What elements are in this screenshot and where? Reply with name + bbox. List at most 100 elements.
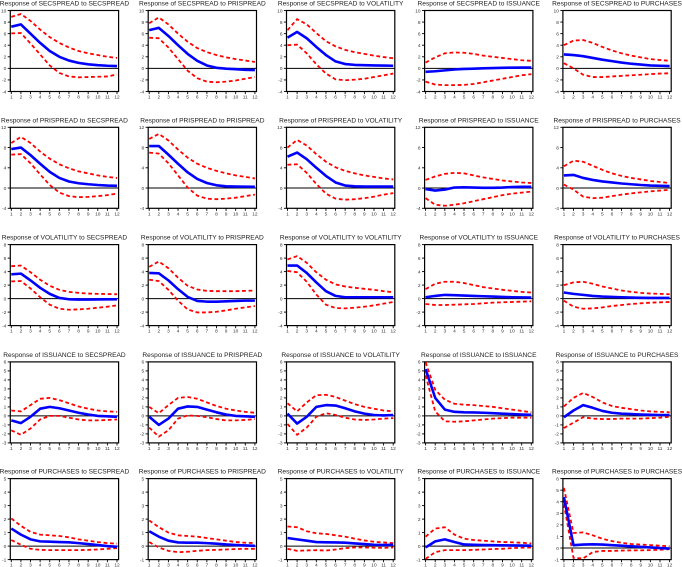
- svg-text:-4: -4: [416, 323, 421, 329]
- svg-text:10: 10: [233, 329, 239, 335]
- svg-text:8: 8: [77, 211, 80, 217]
- svg-text:3: 3: [280, 503, 283, 509]
- svg-text:4: 4: [418, 378, 421, 384]
- svg-text:7: 7: [68, 211, 71, 217]
- svg-text:6: 6: [611, 446, 614, 452]
- svg-text:2: 2: [142, 517, 145, 523]
- svg-text:0: 0: [142, 66, 145, 72]
- svg-text:6: 6: [472, 446, 475, 452]
- svg-text:-4: -4: [555, 206, 560, 212]
- svg-text:-2: -2: [140, 310, 145, 316]
- svg-text:8: 8: [353, 563, 356, 567]
- svg-text:4: 4: [453, 563, 456, 567]
- svg-text:4: 4: [453, 329, 456, 335]
- svg-text:12: 12: [529, 95, 535, 101]
- svg-text:9: 9: [87, 446, 90, 452]
- svg-text:5: 5: [142, 476, 145, 482]
- svg-text:0: 0: [4, 296, 7, 302]
- svg-text:0: 0: [418, 544, 421, 550]
- svg-text:4: 4: [315, 211, 318, 217]
- svg-text:4: 4: [142, 43, 145, 49]
- svg-text:4: 4: [591, 446, 594, 452]
- svg-text:7: 7: [482, 95, 485, 101]
- svg-text:8: 8: [492, 446, 495, 452]
- svg-text:7: 7: [344, 95, 347, 101]
- svg-text:7: 7: [68, 446, 71, 452]
- svg-text:8: 8: [630, 95, 633, 101]
- svg-text:7: 7: [344, 563, 347, 567]
- svg-text:3: 3: [305, 446, 308, 452]
- svg-text:8: 8: [77, 329, 80, 335]
- svg-text:2: 2: [157, 211, 160, 217]
- svg-text:1: 1: [148, 211, 151, 217]
- svg-text:1: 1: [424, 563, 427, 567]
- svg-text:5: 5: [48, 211, 51, 217]
- svg-text:1: 1: [148, 563, 151, 567]
- svg-text:0: 0: [418, 296, 421, 302]
- svg-text:11: 11: [519, 95, 524, 101]
- svg-text:1: 1: [10, 211, 13, 217]
- svg-text:6: 6: [611, 95, 614, 101]
- svg-text:1: 1: [424, 446, 427, 452]
- svg-text:12: 12: [391, 95, 397, 101]
- svg-text:2: 2: [280, 55, 283, 61]
- svg-text:4: 4: [4, 490, 7, 496]
- svg-text:8: 8: [215, 446, 218, 452]
- svg-text:1: 1: [424, 329, 427, 335]
- svg-text:2: 2: [556, 55, 559, 61]
- svg-text:11: 11: [657, 95, 662, 101]
- svg-text:5: 5: [325, 446, 328, 452]
- svg-text:Response of ISSUANCE to PRISPR: Response of ISSUANCE to PRISPREAD: [142, 352, 262, 359]
- svg-text:5: 5: [601, 563, 604, 567]
- svg-text:1: 1: [148, 446, 151, 452]
- svg-text:1: 1: [563, 95, 566, 101]
- svg-text:10: 10: [648, 95, 654, 101]
- svg-text:1: 1: [563, 211, 566, 217]
- svg-text:5: 5: [4, 476, 7, 482]
- svg-text:8: 8: [492, 563, 495, 567]
- svg-text:0: 0: [418, 66, 421, 72]
- svg-text:Response of VOLATILITY to PRIS: Response of VOLATILITY to PRISPREAD: [141, 235, 264, 242]
- svg-text:1: 1: [563, 329, 566, 335]
- svg-text:Response of PRISPREAD to ISSUA: Response of PRISPREAD to ISSUANCE: [419, 117, 539, 124]
- svg-text:12: 12: [667, 95, 673, 101]
- svg-text:Response of PRISPREAD to PRISP: Response of PRISPREAD to PRISPREAD: [140, 117, 264, 124]
- svg-text:2: 2: [142, 55, 145, 61]
- svg-text:4: 4: [39, 211, 42, 217]
- svg-text:3: 3: [582, 446, 585, 452]
- svg-text:5: 5: [186, 329, 189, 335]
- svg-text:2: 2: [20, 446, 23, 452]
- svg-text:11: 11: [105, 211, 110, 217]
- svg-text:10: 10: [95, 329, 101, 335]
- svg-text:2: 2: [418, 517, 421, 523]
- svg-text:10: 10: [95, 446, 101, 452]
- svg-text:6: 6: [472, 563, 475, 567]
- svg-text:3: 3: [142, 503, 145, 509]
- svg-text:5: 5: [48, 95, 51, 101]
- svg-text:3: 3: [29, 329, 32, 335]
- svg-text:5: 5: [142, 369, 145, 375]
- svg-text:7: 7: [482, 211, 485, 217]
- svg-text:9: 9: [87, 329, 90, 335]
- svg-text:3: 3: [556, 511, 559, 517]
- svg-text:3: 3: [167, 446, 170, 452]
- svg-text:3: 3: [29, 563, 32, 567]
- svg-text:9: 9: [225, 446, 228, 452]
- svg-text:7: 7: [344, 446, 347, 452]
- svg-text:1: 1: [148, 95, 151, 101]
- svg-text:4: 4: [556, 500, 559, 506]
- svg-text:3: 3: [167, 563, 170, 567]
- svg-text:4: 4: [4, 166, 7, 172]
- svg-text:7: 7: [206, 563, 209, 567]
- svg-text:5: 5: [325, 95, 328, 101]
- svg-text:Response of SECSPREAD to VOLAT: Response of SECSPREAD to VOLATILITY: [278, 1, 404, 8]
- svg-text:10: 10: [371, 211, 377, 217]
- svg-text:0: 0: [556, 414, 559, 420]
- svg-text:4: 4: [280, 43, 283, 49]
- svg-text:-4: -4: [140, 323, 145, 329]
- svg-text:8: 8: [4, 145, 7, 151]
- svg-text:9: 9: [225, 95, 228, 101]
- svg-text:4: 4: [315, 563, 318, 567]
- svg-text:9: 9: [639, 329, 642, 335]
- svg-text:2: 2: [20, 95, 23, 101]
